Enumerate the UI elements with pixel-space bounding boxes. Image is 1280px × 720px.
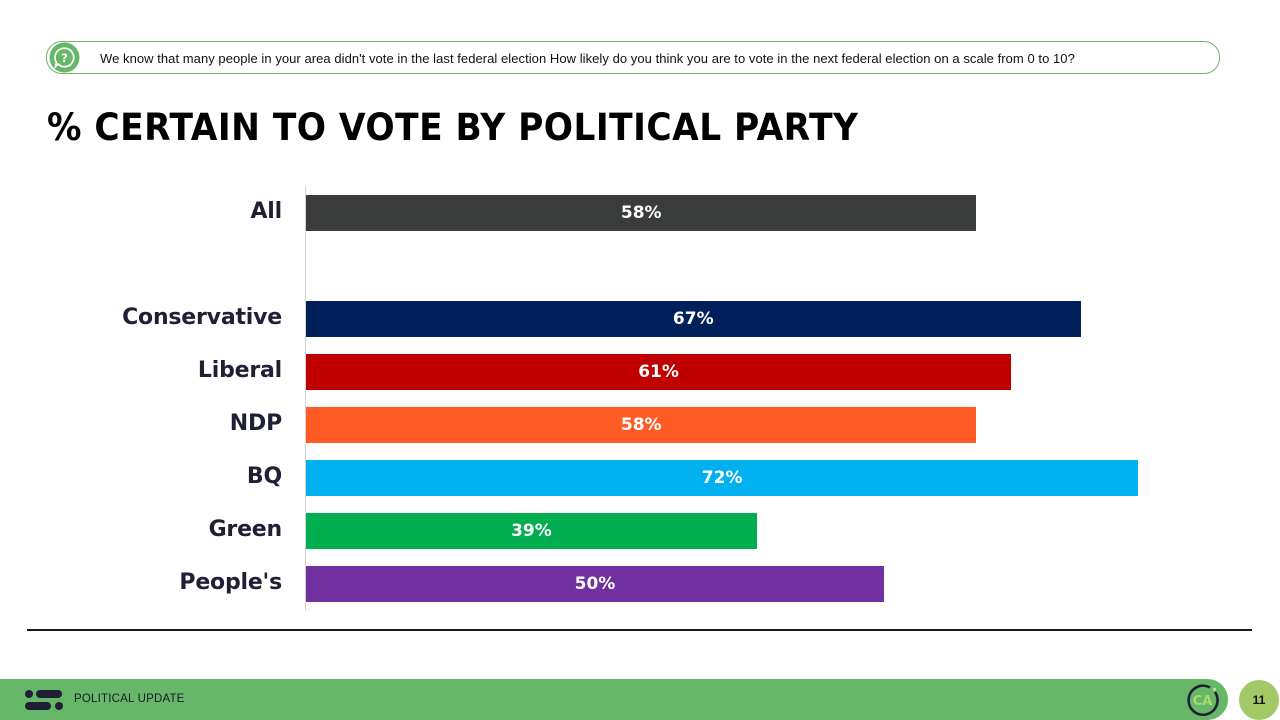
category-label: Conservative (122, 305, 282, 330)
bar: 72% (306, 460, 1139, 496)
category-label: People's (179, 570, 282, 595)
category-label: All (250, 199, 282, 224)
footer-bar: POLITICAL UPDATE CA (0, 679, 1228, 720)
bar: 58% (306, 195, 977, 231)
question-text: We know that many people in your area di… (100, 51, 1075, 66)
category-label: Green (208, 517, 283, 542)
bar-row-ndp: NDP 58% (0, 407, 1280, 443)
footer-label: POLITICAL UPDATE (74, 693, 185, 705)
bar: 39% (306, 513, 757, 549)
question-banner: ? We know that many people in your area … (46, 41, 1220, 74)
category-label: NDP (229, 411, 282, 436)
page-number: 11 (1252, 693, 1266, 707)
bar-row-people-s: People's 50% (0, 566, 1280, 602)
category-label: BQ (246, 464, 282, 489)
category-label: Liberal (197, 358, 282, 383)
bar: 50% (306, 566, 884, 602)
dots-bars-logo-icon (25, 690, 63, 710)
page-title: % CERTAIN TO VOTE BY POLITICAL PARTY (47, 106, 859, 149)
ca-circle-logo-icon: CA (1187, 684, 1219, 717)
bar-value-label: 61% (638, 362, 679, 382)
bar-row-conservative: Conservative 67% (0, 301, 1280, 337)
bar-value-label: 58% (620, 415, 662, 435)
page-number-badge: 11 (1239, 680, 1279, 720)
bar-row-all: All 58% (0, 195, 1280, 231)
bar: 58% (306, 407, 977, 443)
bar-value-label: 72% (701, 468, 743, 488)
bar-chart: All 58% Conservative 67% Liberal 61% NDP 58% BQ 7… (0, 186, 1280, 611)
svg-text:?: ? (61, 51, 68, 65)
bar-row-liberal: Liberal 61% (0, 354, 1280, 390)
svg-text:CA: CA (1193, 694, 1213, 709)
bar-row-bq: BQ 72% (0, 460, 1280, 496)
question-bubble-icon: ? (49, 42, 80, 73)
category-axis-line (305, 186, 306, 611)
divider-line (27, 629, 1252, 631)
bar: 67% (306, 301, 1081, 337)
bar-row-green: Green 39% (0, 513, 1280, 549)
bar-value-label: 50% (574, 574, 616, 594)
bar-value-label: 58% (620, 203, 662, 223)
bar-value-label: 39% (511, 521, 552, 541)
bar: 61% (306, 354, 1012, 390)
footer: POLITICAL UPDATE CA 11 (0, 679, 1280, 720)
bar-value-label: 67% (672, 309, 714, 329)
